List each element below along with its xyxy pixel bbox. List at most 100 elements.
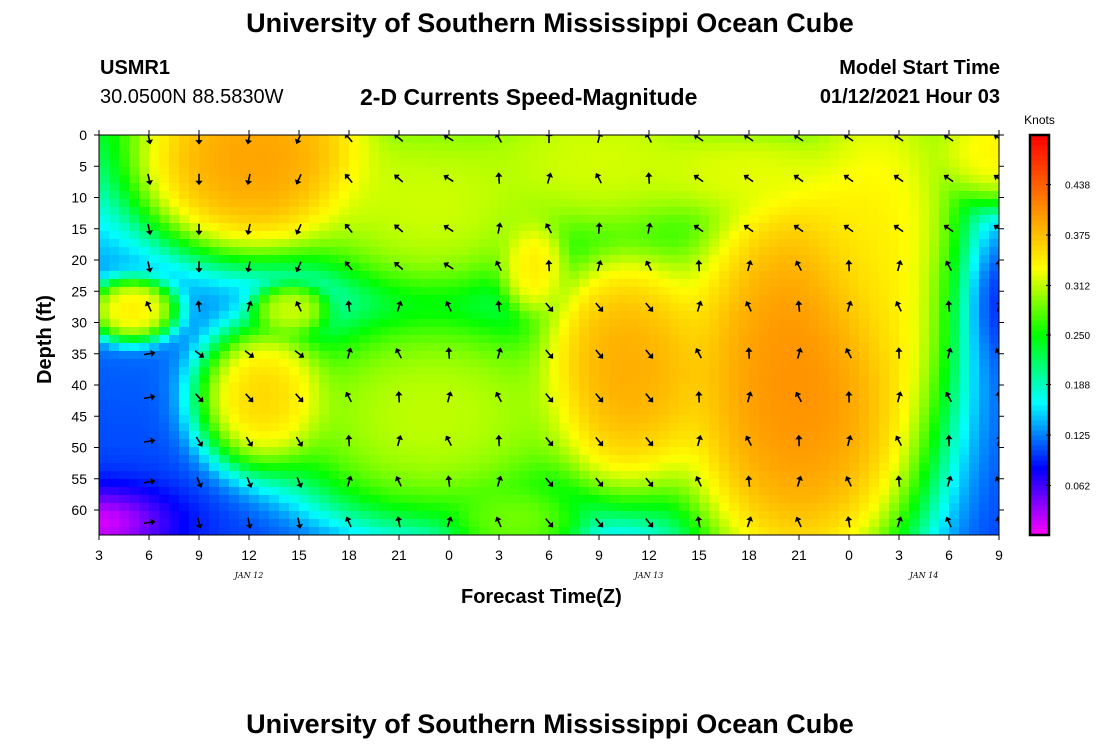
heatmap-cell <box>449 487 460 496</box>
heatmap-cell <box>399 207 410 216</box>
heatmap-cell <box>699 415 710 424</box>
current-arrow <box>344 391 353 403</box>
heatmap-cell <box>559 223 570 232</box>
heatmap-cell <box>209 239 220 248</box>
heatmap-cell <box>679 311 690 320</box>
heatmap-cell <box>879 191 890 200</box>
heatmap-cell <box>419 439 430 448</box>
heatmap-cell <box>809 247 820 256</box>
heatmap-cell <box>599 487 610 496</box>
heatmap-cell <box>159 447 170 456</box>
heatmap-cell <box>369 263 380 272</box>
heatmap-cell <box>379 183 390 192</box>
heatmap-cell <box>499 287 510 296</box>
heatmap-cell <box>889 135 900 144</box>
heatmap-cell <box>169 439 180 448</box>
heatmap-cell <box>419 151 430 160</box>
heatmap-cell <box>139 231 150 240</box>
heatmap-cell <box>869 447 880 456</box>
heatmap-cell <box>599 359 610 368</box>
heatmap-cell <box>839 143 850 152</box>
current-arrow <box>494 391 503 403</box>
heatmap-cell <box>219 415 230 424</box>
heatmap-cell <box>739 199 750 208</box>
heatmap-cell <box>709 431 720 440</box>
heatmap-cell <box>359 143 370 152</box>
heatmap-cell <box>779 471 790 480</box>
heatmap-cell <box>139 503 150 512</box>
heatmap-cell <box>539 527 550 535</box>
heatmap-cell <box>599 191 610 200</box>
heatmap-cell <box>239 143 250 152</box>
heatmap-cell <box>609 263 620 272</box>
heatmap-cell <box>919 391 930 400</box>
heatmap-cell <box>319 431 330 440</box>
heatmap-cell <box>799 351 810 360</box>
heatmap-cell <box>849 327 860 336</box>
colorbar-segment <box>1030 305 1049 311</box>
heatmap-cell <box>899 319 910 328</box>
heatmap-cell <box>439 391 450 400</box>
heatmap-cell <box>519 359 530 368</box>
heatmap-cell <box>439 407 450 416</box>
heatmap-cell <box>269 159 280 168</box>
current-arrow <box>294 350 305 358</box>
heatmap-cell <box>859 375 870 384</box>
heatmap-cell <box>269 447 280 456</box>
heatmap-cell <box>469 263 480 272</box>
heatmap-cell <box>599 375 610 384</box>
heatmap-cell <box>449 287 460 296</box>
heatmap-cell <box>629 231 640 240</box>
heatmap-cell <box>559 391 570 400</box>
heatmap-cell <box>309 351 320 360</box>
heatmap-cell <box>279 311 290 320</box>
heatmap-cell <box>839 183 850 192</box>
heatmap-cell <box>179 263 190 272</box>
heatmap-cell <box>779 143 790 152</box>
heatmap-cell <box>699 215 710 224</box>
heatmap-cell <box>919 495 930 504</box>
heatmap-cell <box>969 487 980 496</box>
heatmap-cell <box>319 463 330 472</box>
heatmap-cell <box>679 479 690 488</box>
heatmap-cell <box>549 191 560 200</box>
heatmap-cell <box>539 143 550 152</box>
heatmap-cell <box>869 135 880 144</box>
heatmap-cell <box>459 495 470 504</box>
heatmap-cell <box>309 391 320 400</box>
heatmap-cell <box>189 271 200 280</box>
heatmap-cell <box>689 303 700 312</box>
heatmap-cell <box>639 447 650 456</box>
heatmap-cell <box>419 191 430 200</box>
heatmap-cell <box>859 351 870 360</box>
heatmap-cell <box>599 279 610 288</box>
heatmap-cell <box>129 223 140 232</box>
heatmap-cell <box>309 207 320 216</box>
heatmap-cell <box>879 151 890 160</box>
heatmap-cell <box>159 303 170 312</box>
heatmap-cell <box>829 231 840 240</box>
heatmap-cell <box>789 135 800 144</box>
heatmap-cell <box>569 191 580 200</box>
heatmap-cell <box>219 223 230 232</box>
heatmap-cell <box>709 327 720 336</box>
heatmap-cell <box>759 343 770 352</box>
heatmap-cell <box>569 343 580 352</box>
heatmap-cell <box>299 239 310 248</box>
heatmap-cell <box>929 143 940 152</box>
heatmap-cell <box>529 231 540 240</box>
heatmap-cell <box>239 175 250 184</box>
heatmap-cell <box>599 295 610 304</box>
heatmap-cell <box>769 255 780 264</box>
heatmap-cell <box>579 239 590 248</box>
heatmap-cell <box>659 423 670 432</box>
heatmap-cell <box>859 263 870 272</box>
heatmap-cell <box>539 327 550 336</box>
heatmap-cell <box>109 343 120 352</box>
heatmap-cell <box>589 399 600 408</box>
heatmap-cell <box>279 399 290 408</box>
heatmap-cell <box>549 455 560 464</box>
heatmap-cell <box>909 319 920 328</box>
heatmap-cell <box>799 295 810 304</box>
heatmap-cell <box>469 519 480 528</box>
